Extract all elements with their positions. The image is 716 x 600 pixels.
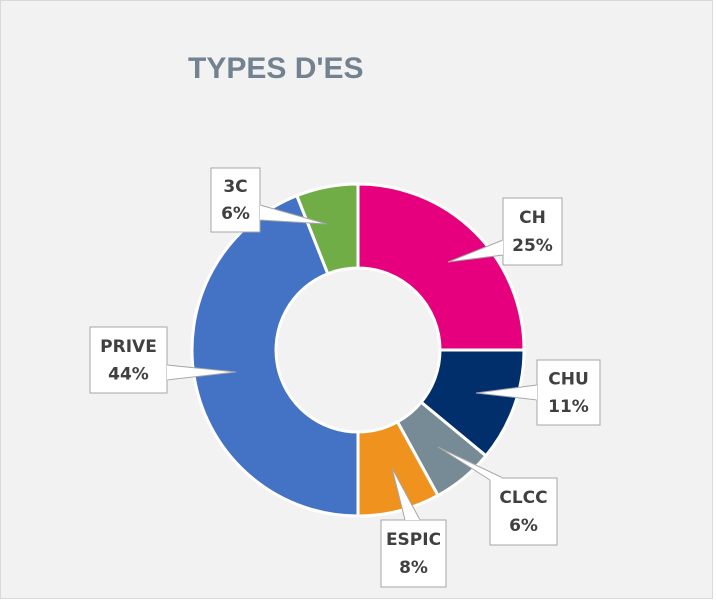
data-label-category: ESPIC (386, 530, 441, 550)
label-box (380, 519, 447, 588)
data-label-value: 25% (512, 236, 553, 256)
callout-seam (405, 512, 420, 520)
data-label-value: 6% (509, 516, 538, 536)
chart-title: TYPES D'ES (188, 52, 364, 85)
donut-segment (294, 182, 360, 276)
data-label-category: 3C (223, 177, 247, 197)
data-label-category: PRIVE (100, 337, 157, 357)
callout-seam (527, 385, 537, 400)
callout-seam (487, 474, 503, 480)
donut-segment (356, 182, 526, 352)
callout-seam (167, 365, 178, 380)
label-box (536, 359, 601, 426)
data-label-value: 8% (399, 558, 428, 578)
label-box (489, 477, 558, 546)
data-label-value: 6% (221, 204, 250, 224)
label-box (89, 326, 168, 394)
callout-seam (260, 205, 271, 220)
label-box (502, 197, 563, 266)
callout-seam (494, 240, 503, 255)
data-label-category: CLCC (499, 488, 547, 508)
label-box (210, 167, 261, 233)
data-label-category: CHU (548, 370, 589, 390)
data-label-category: CH (519, 208, 546, 228)
data-label-value: 11% (548, 397, 589, 417)
data-label-value: 44% (108, 365, 149, 385)
